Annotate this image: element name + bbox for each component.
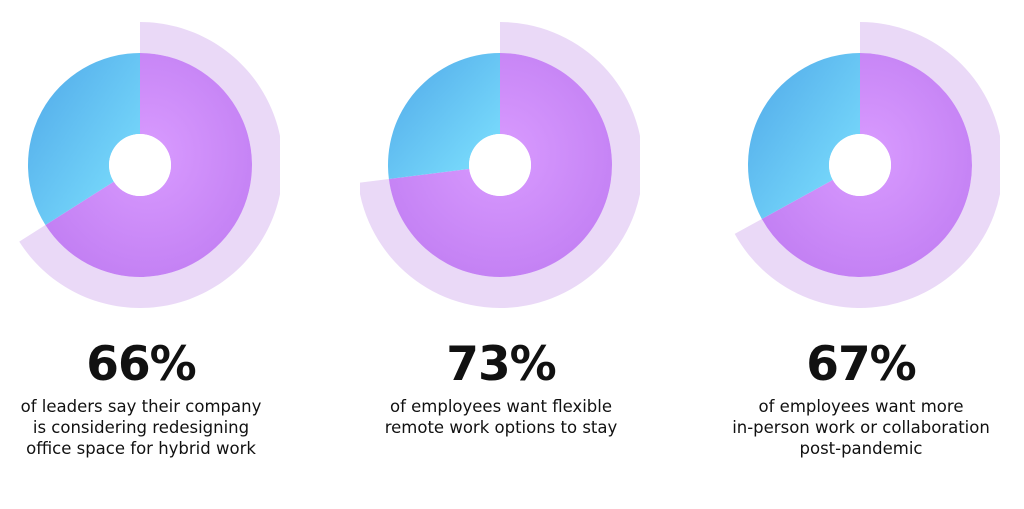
donut-svg-1 [19,22,280,308]
caption-line: of leaders say their company [20,397,262,416]
donut-chart-1 [0,10,280,310]
caption-line: in-person work or collaboration [732,418,990,437]
value-slice [388,53,612,277]
remainder-slice [27,52,141,226]
caption-line: office space for hybrid work [26,439,256,458]
caption-line: remote work options to stay [384,418,618,437]
caption-line: is considering redesigning [32,418,250,437]
stat-block-3: 67% of employees want more in-person wor… [696,338,1024,459]
stat-value-2: 73% [446,337,557,392]
center-hole [829,134,891,196]
donut-chart-2 [360,10,640,310]
donut-svg-3 [734,22,1000,308]
value-slice [45,53,252,277]
remainder-slice [388,53,500,180]
stat-value-3: 67% [806,337,917,392]
value-slice [761,53,972,278]
caption-line: of employees want more [758,397,964,416]
donut-chart-3 [720,10,1000,310]
stat-caption-1: of leaders say their company is consider… [0,396,306,459]
stat-caption-3: of employees want more in-person work or… [696,396,1024,459]
stat-value-1: 66% [86,337,197,392]
stat-block-1: 66% of leaders say their company is cons… [0,338,306,459]
stat-caption-2: of employees want flexible remote work o… [336,396,666,438]
center-hole [469,134,531,196]
remainder-slice [748,53,860,219]
caption-line: post-pandemic [799,439,923,458]
caption-line: of employees want flexible [389,397,613,416]
donut-svg-2 [360,22,640,308]
center-hole [109,134,171,196]
stat-block-2: 73% of employees want flexible remote wo… [336,338,666,438]
